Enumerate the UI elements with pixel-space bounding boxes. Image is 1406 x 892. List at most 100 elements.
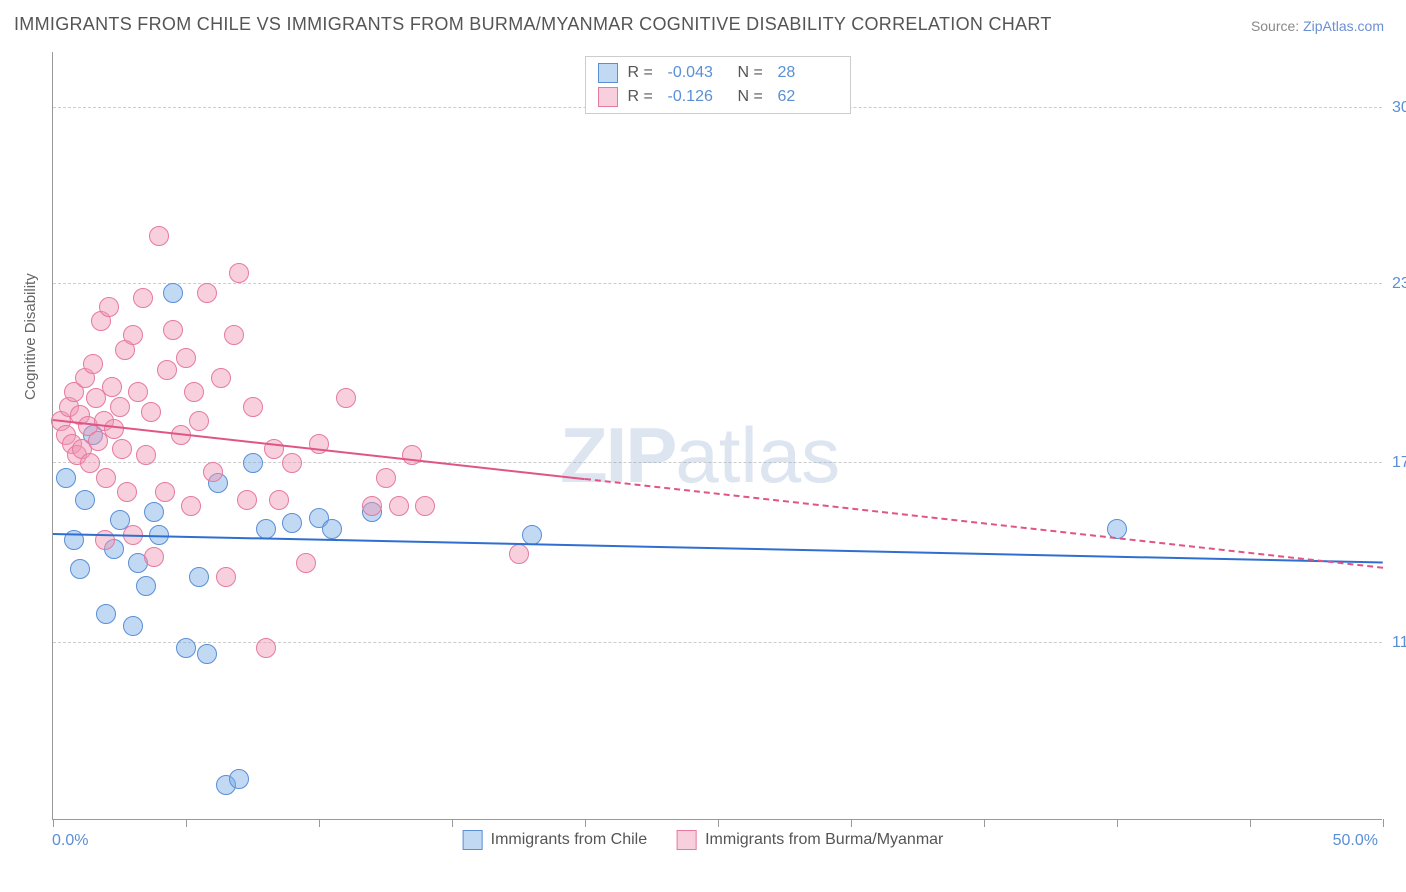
n-value: 28 xyxy=(778,64,838,82)
legend-swatch xyxy=(598,87,618,107)
chart-title: IMMIGRANTS FROM CHILE VS IMMIGRANTS FROM… xyxy=(14,14,1052,35)
scatter-point xyxy=(211,368,231,388)
trend-line xyxy=(585,478,1383,569)
scatter-point xyxy=(189,567,209,587)
legend-swatch xyxy=(677,830,697,850)
scatter-point xyxy=(163,283,183,303)
scatter-point xyxy=(269,490,289,510)
scatter-point xyxy=(229,263,249,283)
scatter-point xyxy=(141,402,161,422)
scatter-point xyxy=(136,576,156,596)
correlation-legend: R =-0.043N =28R =-0.126N =62 xyxy=(585,56,851,114)
x-tick-mark xyxy=(53,819,54,827)
scatter-point xyxy=(123,616,143,636)
x-tick-mark xyxy=(1117,819,1118,827)
scatter-point xyxy=(163,320,183,340)
scatter-point xyxy=(155,482,175,502)
x-tick-mark xyxy=(1250,819,1251,827)
source-link[interactable]: ZipAtlas.com xyxy=(1303,18,1384,34)
scatter-point xyxy=(216,567,236,587)
x-tick-mark xyxy=(319,819,320,827)
scatter-point xyxy=(149,226,169,246)
scatter-point xyxy=(112,439,132,459)
scatter-point xyxy=(362,496,382,516)
scatter-point xyxy=(184,382,204,402)
scatter-point xyxy=(203,462,223,482)
scatter-point xyxy=(96,604,116,624)
y-tick-label: 17.5% xyxy=(1392,454,1406,472)
legend-series-item: Immigrants from Chile xyxy=(463,830,647,850)
trend-line xyxy=(53,533,1383,563)
scatter-point xyxy=(402,445,422,465)
scatter-point xyxy=(256,519,276,539)
y-axis-label: Cognitive Disability xyxy=(22,273,39,400)
scatter-point xyxy=(144,547,164,567)
scatter-point xyxy=(70,559,90,579)
scatter-point xyxy=(56,468,76,488)
scatter-point xyxy=(157,360,177,380)
scatter-point xyxy=(176,348,196,368)
scatter-point xyxy=(189,411,209,431)
n-label: N = xyxy=(738,64,768,82)
r-value: -0.043 xyxy=(668,64,728,82)
scatter-point xyxy=(243,397,263,417)
scatter-point xyxy=(102,377,122,397)
source-prefix: Source: xyxy=(1251,18,1303,34)
scatter-point xyxy=(282,453,302,473)
r-label: R = xyxy=(628,88,658,106)
scatter-point xyxy=(75,490,95,510)
legend-stat-row: R =-0.126N =62 xyxy=(598,85,838,109)
trend-line xyxy=(53,419,585,480)
legend-swatch xyxy=(463,830,483,850)
x-tick-mark xyxy=(585,819,586,827)
y-tick-label: 30.0% xyxy=(1392,99,1406,117)
scatter-point xyxy=(224,325,244,345)
scatter-point xyxy=(181,496,201,516)
scatter-point xyxy=(336,388,356,408)
scatter-point xyxy=(229,769,249,789)
legend-series-item: Immigrants from Burma/Myanmar xyxy=(677,830,943,850)
scatter-point xyxy=(96,468,116,488)
gridline xyxy=(53,642,1382,643)
x-axis-min-label: 0.0% xyxy=(52,832,88,850)
scatter-point xyxy=(282,513,302,533)
y-tick-label: 23.8% xyxy=(1392,275,1406,293)
scatter-point xyxy=(99,297,119,317)
x-tick-mark xyxy=(718,819,719,827)
scatter-point xyxy=(197,644,217,664)
scatter-point xyxy=(80,453,100,473)
scatter-point xyxy=(117,482,137,502)
source-attribution: Source: ZipAtlas.com xyxy=(1251,18,1384,34)
series-legend: Immigrants from Chile Immigrants from Bur… xyxy=(463,830,944,850)
scatter-point xyxy=(415,496,435,516)
legend-series-label: Immigrants from Burma/Myanmar xyxy=(705,831,943,849)
x-axis-max-label: 50.0% xyxy=(1333,832,1378,850)
scatter-point xyxy=(322,519,342,539)
scatter-point xyxy=(144,502,164,522)
scatter-point xyxy=(136,445,156,465)
scatter-point xyxy=(83,354,103,374)
legend-series-label: Immigrants from Chile xyxy=(491,831,647,849)
x-tick-mark xyxy=(452,819,453,827)
legend-stat-row: R = -0.043 N = 28 xyxy=(598,61,838,85)
r-value: -0.126 xyxy=(668,88,728,106)
chart-plot-area: R =-0.043N =28R =-0.126N =62 30.0%23.8%1… xyxy=(52,52,1382,820)
gridline xyxy=(53,283,1382,284)
scatter-point xyxy=(110,397,130,417)
scatter-point xyxy=(237,490,257,510)
x-tick-mark xyxy=(984,819,985,827)
scatter-point xyxy=(128,382,148,402)
x-tick-mark xyxy=(186,819,187,827)
scatter-point xyxy=(123,325,143,345)
scatter-point xyxy=(509,544,529,564)
x-tick-mark xyxy=(851,819,852,827)
n-label: N = xyxy=(738,88,768,106)
scatter-point xyxy=(176,638,196,658)
scatter-point xyxy=(522,525,542,545)
x-tick-mark xyxy=(1383,819,1384,827)
scatter-point xyxy=(197,283,217,303)
scatter-point xyxy=(133,288,153,308)
scatter-point xyxy=(389,496,409,516)
scatter-point xyxy=(376,468,396,488)
r-label: R = xyxy=(628,64,658,82)
